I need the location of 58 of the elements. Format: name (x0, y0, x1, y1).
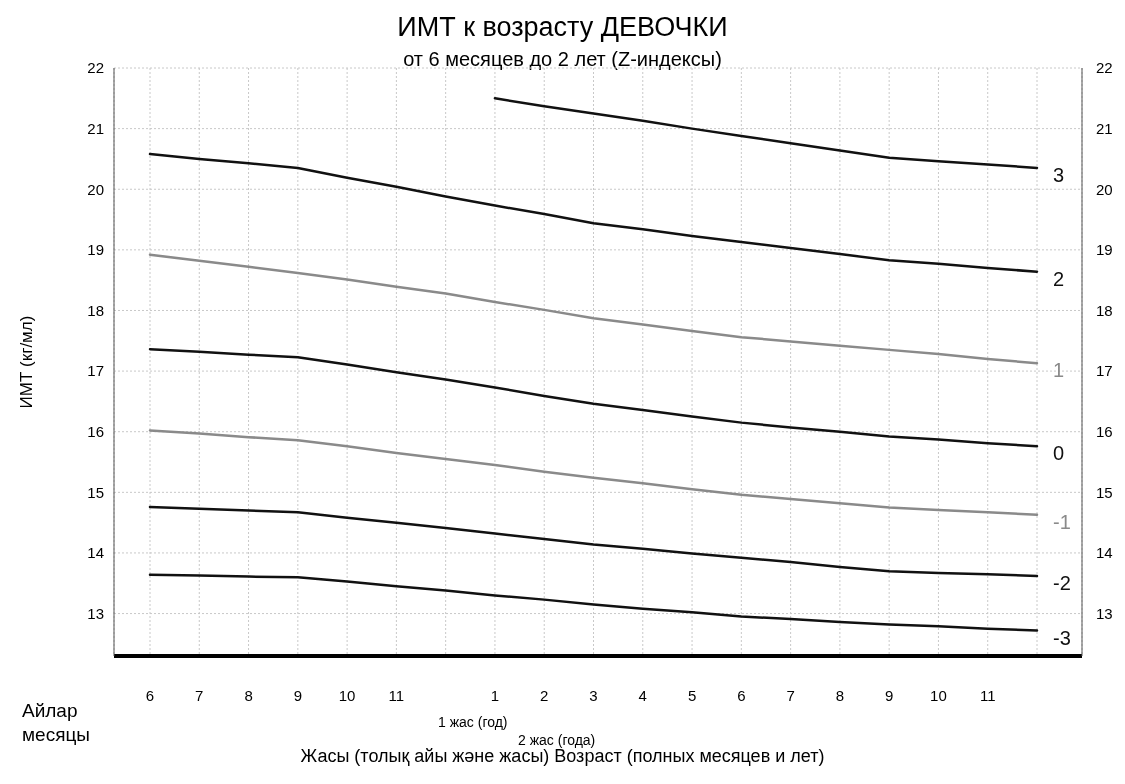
line-series (148, 505, 1039, 578)
series-label: 3 (1053, 164, 1065, 187)
series-label: -2 (1053, 571, 1071, 594)
x-tick-label: 3 (589, 686, 598, 704)
x-tick-label: 5 (687, 686, 697, 704)
y2-tick-label: 17 (1096, 362, 1113, 380)
x-tick-label: 4 (638, 686, 647, 704)
y-tick-label: 15 (87, 483, 104, 501)
y2-tick-label: 22 (1096, 59, 1113, 77)
chart-subtitle: от 6 месяцев до 2 лет (Z-индексы) (403, 48, 722, 70)
y-axis-title: ИМТ (кг/мл) (17, 315, 37, 409)
y2-tick-label: 19 (1096, 241, 1113, 259)
y-tick-label: 16 (87, 423, 104, 441)
line-series (148, 253, 1039, 365)
x-tick-label: 11 (979, 686, 996, 704)
x-tick-label: 8 (244, 686, 253, 704)
y2-tick-label: 14 (1096, 544, 1113, 562)
y-tick-label: 14 (87, 544, 104, 562)
x-tick-label: 1 (490, 686, 500, 704)
y2-tick-label: 15 (1096, 483, 1113, 501)
y-tick-label: 21 (87, 119, 104, 137)
y2-tick-label: 20 (1096, 180, 1113, 198)
series-label: 0 (1053, 442, 1065, 465)
y2-tick-label: 16 (1096, 423, 1113, 441)
y-tick-label: 18 (87, 301, 104, 319)
line-series (148, 152, 1039, 273)
y-tick-label: 13 (87, 604, 104, 622)
x-tick-label: 9 (884, 686, 894, 704)
text: Айлар (22, 700, 78, 722)
y-tick-label: 22 (87, 59, 104, 77)
x-tick-label: 6 (737, 686, 746, 704)
x-tick-label: 9 (293, 686, 303, 704)
x-tick-label: 10 (338, 686, 356, 704)
series-label: 2 (1053, 267, 1065, 290)
y2-tick-label: 13 (1096, 604, 1113, 622)
line-series (148, 573, 1039, 632)
chart-title: ИМТ к возрасту ДЕВОЧКИ (396, 12, 729, 43)
x-tick-label: 10 (930, 686, 947, 704)
x-tick-label: 2 (540, 686, 549, 704)
y-tick-label: 17 (87, 362, 104, 380)
x-tick-label: 6 (145, 686, 155, 704)
x-tick-label: 7 (195, 686, 204, 704)
text: 2 жас (года) (518, 732, 596, 748)
y-tick-label: 19 (87, 241, 104, 259)
y2-tick-label: 18 (1096, 301, 1113, 319)
x-tick-label: 8 (835, 686, 845, 704)
x-tick-label: 7 (786, 686, 795, 704)
y-tick-label: 20 (87, 180, 104, 198)
x-tick-label: 11 (388, 686, 405, 704)
series-label: -3 (1053, 626, 1071, 649)
text: месяцы (22, 724, 90, 746)
line-series (148, 348, 1039, 448)
line-series (493, 97, 1039, 170)
series-label: -1 (1053, 510, 1071, 533)
series-label: 1 (1053, 359, 1065, 382)
text: 1 жас (год) (438, 714, 508, 730)
y2-tick-label: 21 (1096, 119, 1113, 137)
line-series (148, 429, 1039, 517)
